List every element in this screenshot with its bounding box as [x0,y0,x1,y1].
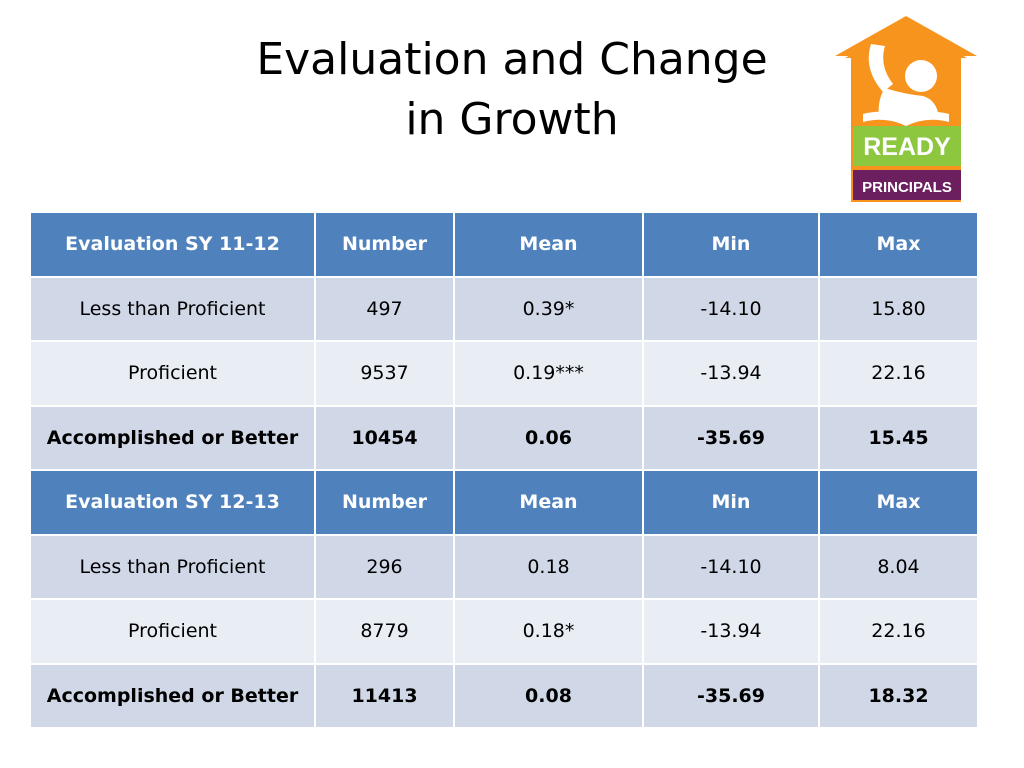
table-row: Accomplished or Better 10454 0.06 -35.69… [29,404,979,471]
cell-evaluation: Less than Proficient [29,275,316,342]
table-row: Less than Proficient 296 0.18 -14.10 8.0… [29,533,979,600]
cell-min: -14.10 [642,533,820,600]
cell-evaluation: Less than Proficient [29,533,316,600]
evaluation-growth-table: Evaluation SY 11-12 Number Mean Min Max … [29,211,979,729]
cell-number: 497 [314,275,455,342]
cell-max: 22.16 [818,598,979,665]
cell-number: 296 [314,533,455,600]
cell-min: -13.94 [642,340,820,407]
header-max: Max [818,211,979,278]
cell-mean: 0.18* [453,598,644,665]
cell-max: 15.80 [818,275,979,342]
table-row: Accomplished or Better 11413 0.08 -35.69… [29,662,979,729]
cell-mean: 0.18 [453,533,644,600]
cell-evaluation: Proficient [29,340,316,407]
header-min: Min [642,469,820,536]
cell-max: 15.45 [818,404,979,471]
logo-text-principals: PRINCIPALS [862,179,952,196]
cell-max: 8.04 [818,533,979,600]
table-row: Less than Proficient 497 0.39* -14.10 15… [29,275,979,342]
slide-title-line-1: Evaluation and Change [256,34,768,85]
cell-min: -13.94 [642,598,820,665]
header-evaluation: Evaluation SY 12-13 [29,469,316,536]
header-max: Max [818,469,979,536]
header-number: Number [314,211,455,278]
cell-mean: 0.06 [453,404,644,471]
cell-number: 8779 [314,598,455,665]
header-mean: Mean [453,211,644,278]
cell-number: 9537 [314,340,455,407]
header-min: Min [642,211,820,278]
cell-mean: 0.39* [453,275,644,342]
header-evaluation: Evaluation SY 11-12 [29,211,316,278]
cell-evaluation: Accomplished or Better [29,404,316,471]
cell-max: 22.16 [818,340,979,407]
cell-mean: 0.08 [453,662,644,729]
table-row: Proficient 9537 0.19*** -13.94 22.16 [29,340,979,407]
logo-text-ready: READY [863,133,951,161]
table-row: Proficient 8779 0.18* -13.94 22.16 [29,598,979,665]
cell-min: -35.69 [642,662,820,729]
slide-title: Evaluation and Change in Growth [130,30,894,150]
header-mean: Mean [453,469,644,536]
cell-min: -14.10 [642,275,820,342]
cell-max: 18.32 [818,662,979,729]
cell-number: 10454 [314,404,455,471]
ready-principals-logo: READY PRINCIPALS [835,16,977,202]
slide-title-line-2: in Growth [405,94,619,145]
cell-evaluation: Proficient [29,598,316,665]
cell-number: 11413 [314,662,455,729]
cell-min: -35.69 [642,404,820,471]
cell-mean: 0.19*** [453,340,644,407]
table-header-row: Evaluation SY 12-13 Number Mean Min Max [29,469,979,536]
header-number: Number [314,469,455,536]
table-header-row: Evaluation SY 11-12 Number Mean Min Max [29,211,979,278]
cell-evaluation: Accomplished or Better [29,662,316,729]
